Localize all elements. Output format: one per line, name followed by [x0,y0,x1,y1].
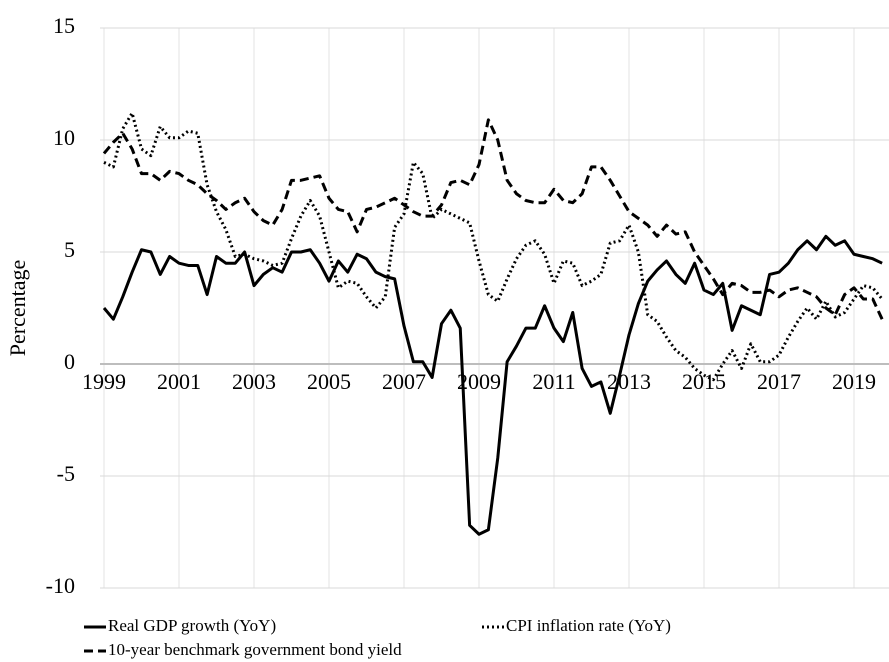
y-tick-label: 0 [64,349,75,374]
x-tick-label: 2013 [607,369,651,394]
line [102,118,884,320]
legend-label: 10-year benchmark government bond yield [108,640,402,659]
line [103,111,884,382]
x-tick-label: 2015 [682,369,726,394]
x-tick-label: 2017 [757,369,801,394]
x-tick-label: 1999 [82,369,126,394]
x-tick-label: 2007 [382,369,426,394]
x-tick-label: 2005 [307,369,351,394]
y-tick-label: -5 [57,461,75,486]
legend-label: Real GDP growth (YoY) [108,616,276,635]
x-tick-label: 2003 [232,369,276,394]
legend-label: CPI inflation rate (YoY) [506,616,671,635]
x-tick-label: 2019 [832,369,876,394]
y-tick-label: -10 [46,573,75,598]
y-tick-label: 10 [53,125,75,150]
y-tick-label: 15 [53,13,75,38]
x-tick-label: 2001 [157,369,201,394]
line [102,234,883,536]
x-tick-label: 2011 [532,369,575,394]
y-axis-label: Percentage [5,260,30,357]
y-tick-label: 5 [64,237,75,262]
